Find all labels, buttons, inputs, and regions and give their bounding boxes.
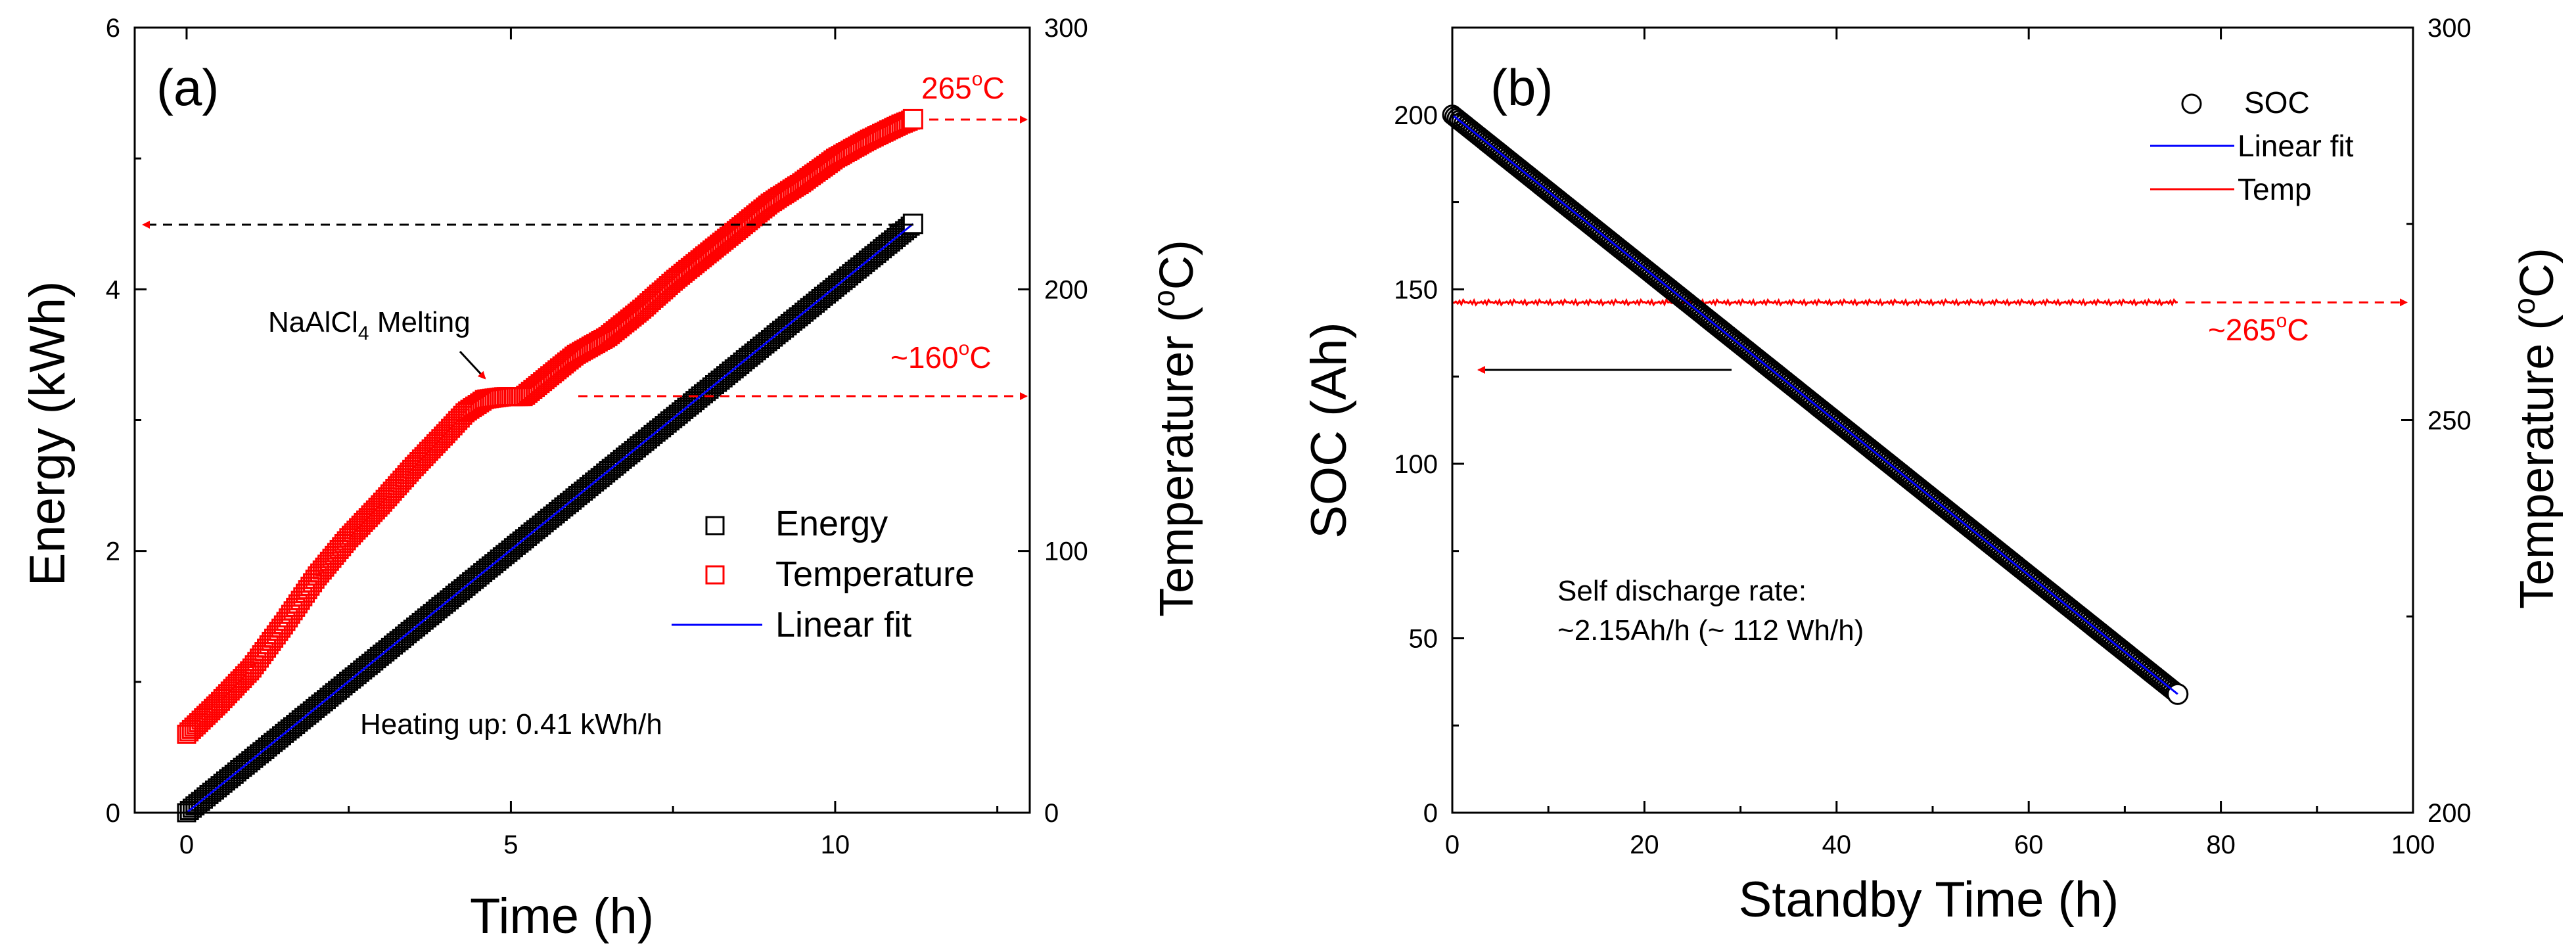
y-tick-label: 200: [1394, 101, 1438, 130]
y2-tick-label: 250: [2427, 407, 2472, 436]
temperature-point: [203, 698, 223, 718]
y2-tick-label: 200: [1044, 275, 1088, 304]
temperature-point: [206, 696, 225, 716]
temperature-point: [262, 631, 281, 651]
panel-b-label: (b): [1490, 58, 1553, 116]
x-tick-label: 60: [2014, 830, 2044, 859]
panel-a-melting-arrow: [459, 350, 486, 380]
panel-b-rate-line2: ~2.15Ah/h (~ 112 Wh/h): [1557, 614, 1864, 646]
x-tick-label: 40: [1822, 830, 1852, 859]
temperature-point: [281, 604, 300, 624]
panel-b-legend: SOC Linear fit Temp: [2150, 85, 2354, 206]
y-tick-label: 150: [1394, 275, 1438, 304]
temperature-point: [276, 612, 296, 631]
chart-panel-b: 0 20 40 60 80 100 0 50 100 150 200 200 250 300 (b) St…: [1301, 14, 2564, 928]
y2-tick-label: 0: [1044, 799, 1059, 828]
temperature-point: [271, 618, 291, 638]
panel-b-x-axis-title: Standby Time (h): [1739, 872, 2119, 928]
panel-b-rate-line1: Self discharge rate:: [1557, 575, 1806, 607]
temperature-point: [257, 638, 277, 658]
y-tick-label: 4: [106, 275, 120, 304]
temperature-point: [300, 576, 320, 596]
panel-b-y2-axis-title: Temperature (oC): [2507, 248, 2564, 609]
x-tick-label: 100: [2391, 830, 2435, 859]
temperature-point: [279, 608, 298, 627]
x-tick-label: 10: [821, 830, 850, 859]
temp-line: [1452, 298, 2178, 307]
panel-a-melting-annotation: NaAlCl4 Melting: [268, 306, 471, 344]
temperature-point: [288, 594, 308, 614]
x-tick-label: 80: [2206, 830, 2236, 859]
energy-linear-fit-line: [186, 223, 914, 814]
temperature-point: [244, 655, 264, 675]
temperature-point: [298, 580, 317, 600]
legend-soc-marker: [2181, 93, 2202, 114]
y-tick-label: 2: [106, 537, 120, 566]
temperature-point: [290, 591, 310, 610]
legend-energy-label: Energy: [775, 504, 888, 543]
temperature-point: [252, 645, 271, 665]
temperature-point: [266, 625, 286, 645]
panel-b-data-layer: [1442, 104, 2408, 705]
legend-soc-label: SOC: [2244, 85, 2310, 120]
panel-a-x-axis-title: Time (h): [470, 888, 654, 944]
legend-fit-label-b: Linear fit: [2238, 129, 2354, 163]
legend-temperature-marker: [705, 565, 725, 585]
panel-b-tick-layer: 0 20 40 60 80 100 0 50 100 150 200 200 250 300: [1394, 14, 2472, 859]
panel-a-heating-annotation: Heating up: 0.41 kWh/h: [360, 708, 662, 740]
x-tick-label: 5: [503, 830, 518, 859]
legend-energy-marker: [705, 516, 725, 535]
temperature-point: [247, 652, 267, 671]
legend-temperature-label: Temperature: [775, 555, 975, 594]
panel-a-label: (a): [156, 58, 219, 116]
temperature-point: [296, 583, 315, 603]
legend-temp-label: Temp: [2238, 172, 2311, 206]
legend-fit-label: Linear fit: [775, 605, 911, 645]
temperature-point: [269, 622, 288, 641]
x-tick-label: 0: [179, 830, 194, 859]
y2-tick-label: 300: [1044, 14, 1088, 43]
temperature-point: [249, 648, 269, 668]
temperature-point: [902, 108, 923, 129]
x-tick-label: 0: [1445, 830, 1460, 859]
temperature-point: [264, 628, 284, 648]
panel-a-legend: Energy Temperature Linear fit: [672, 504, 975, 645]
temperature-point: [303, 573, 323, 593]
y-tick-label: 6: [106, 14, 120, 43]
panel-a-temp-low-label: ~160oC: [890, 338, 992, 374]
y2-tick-label: 300: [2427, 14, 2472, 43]
temperature-point: [259, 635, 279, 654]
y2-tick-label: 200: [2427, 799, 2472, 828]
panel-b-y-axis-title: SOC (Ah): [1301, 322, 1357, 538]
panel-a-data-layer: [177, 108, 923, 823]
soc-linear-fit-line: [1452, 114, 2178, 695]
x-tick-label: 20: [1630, 830, 1659, 859]
panel-b-temp-label: ~265oC: [2208, 310, 2309, 347]
y-tick-label: 100: [1394, 450, 1438, 479]
temperature-point: [273, 615, 293, 635]
y-tick-label: 50: [1409, 624, 1438, 653]
y2-tick-label: 100: [1044, 537, 1088, 566]
y-tick-label: 0: [1423, 799, 1438, 828]
y-tick-label: 0: [106, 799, 120, 828]
panel-a-y2-axis-title: Temperaturer (oC): [1147, 240, 1203, 617]
panel-a-temp-high-label: 265oC: [921, 68, 1005, 105]
temperature-point: [286, 597, 306, 617]
temperature-point: [293, 587, 313, 606]
temperature-point: [208, 694, 228, 714]
temperature-point: [283, 601, 303, 621]
panel-a-y-axis-title: Energy (kWh): [20, 281, 76, 587]
temperature-point: [242, 658, 262, 678]
temperature-point: [254, 642, 274, 662]
panel-a-plot-frame: [133, 26, 1031, 814]
